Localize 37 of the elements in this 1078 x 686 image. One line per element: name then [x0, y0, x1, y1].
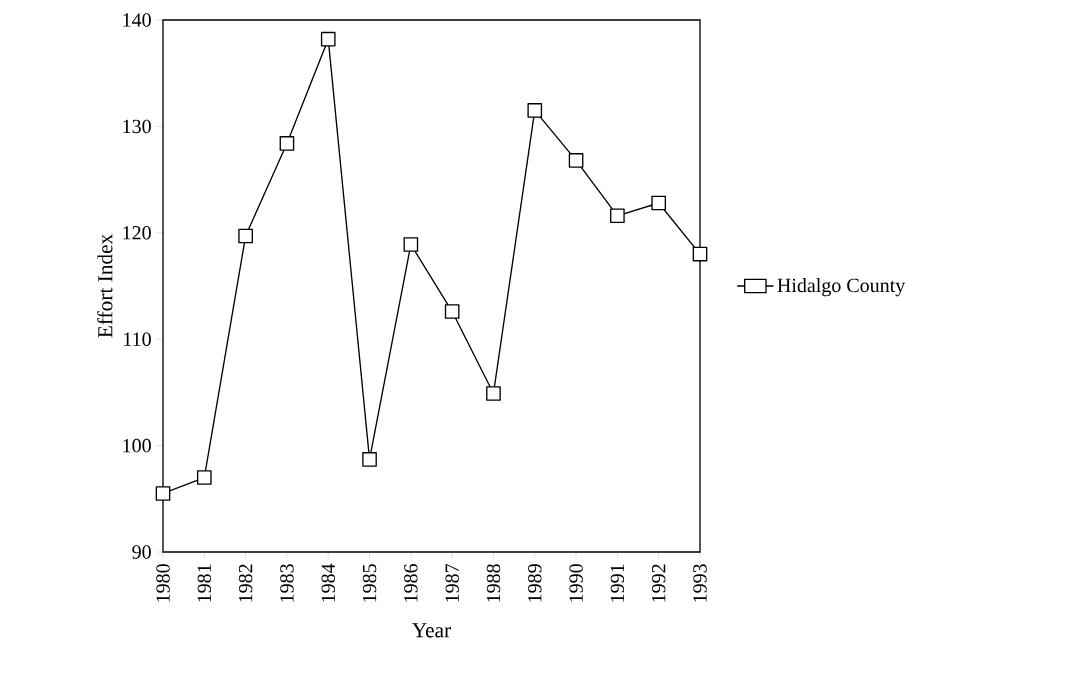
x-tick-label: 1983: [280, 564, 294, 602]
x-tick-label: 1990: [569, 564, 583, 602]
point: [362, 452, 377, 467]
x-tick-label: 1980: [156, 564, 170, 602]
point: [320, 31, 336, 47]
x-tick-label: 1988: [486, 564, 501, 602]
y-tick-label: 90: [132, 545, 151, 559]
y-tick-label: 130: [123, 119, 151, 134]
point: [403, 237, 419, 252]
x-tick-label: 1993: [693, 564, 707, 602]
point: [279, 136, 295, 151]
x-axis-title: Year: [412, 623, 451, 638]
y-tick-label: 120: [123, 226, 151, 240]
x-tick-label: 1984: [321, 563, 335, 602]
point: [155, 486, 171, 501]
x-tick-label: 1987: [445, 563, 459, 602]
point: [568, 153, 584, 168]
point: [527, 103, 543, 118]
y-tick-label: 140: [123, 13, 151, 27]
x-tick-label: 1982: [238, 564, 253, 602]
x-tick-label: 1986: [404, 563, 418, 602]
x-tick-label: 1981: [197, 564, 212, 602]
point: [238, 228, 253, 244]
x-tick-label: 1991: [610, 564, 625, 602]
x-tick-label: 1989: [528, 564, 542, 602]
y-tick-label: 100: [123, 438, 151, 453]
point: [486, 386, 501, 401]
point: [692, 246, 708, 262]
legend-label: Hidalgo County: [777, 278, 906, 297]
point: [444, 304, 460, 319]
y-tick-label: 110: [124, 332, 151, 346]
x-tick-label: 1985: [362, 564, 377, 602]
x-tick-label: 1992: [651, 564, 666, 602]
point: [651, 195, 667, 211]
point: [196, 470, 212, 485]
y-axis-title: Effort Index: [97, 234, 113, 338]
point: [610, 208, 625, 224]
